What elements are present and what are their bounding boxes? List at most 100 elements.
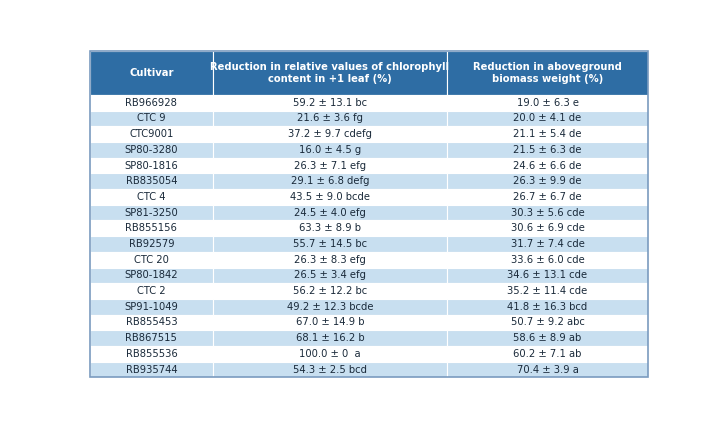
- Bar: [447, 315, 648, 330]
- Text: SP80-1842: SP80-1842: [125, 271, 178, 280]
- Text: RB966928: RB966928: [125, 98, 177, 108]
- Bar: [213, 95, 447, 111]
- Text: 24.5 ± 4.0 efg: 24.5 ± 4.0 efg: [294, 208, 366, 218]
- Text: 16.0 ± 4.5 g: 16.0 ± 4.5 g: [299, 145, 361, 155]
- Text: CTC 20: CTC 20: [134, 255, 168, 265]
- Bar: [447, 346, 648, 362]
- Bar: [90, 362, 213, 377]
- Bar: [213, 299, 447, 315]
- Text: 21.6 ± 3.6 fg: 21.6 ± 3.6 fg: [297, 114, 363, 123]
- Text: 31.7 ± 7.4 cde: 31.7 ± 7.4 cde: [510, 239, 585, 249]
- Bar: [90, 346, 213, 362]
- Bar: [213, 142, 447, 158]
- Bar: [213, 158, 447, 173]
- Text: 37.2 ± 9.7 cdefg: 37.2 ± 9.7 cdefg: [288, 129, 372, 139]
- Text: Cultivar: Cultivar: [129, 68, 174, 78]
- Text: 26.3 ± 8.3 efg: 26.3 ± 8.3 efg: [294, 255, 366, 265]
- Bar: [213, 189, 447, 205]
- Text: SP80-3280: SP80-3280: [125, 145, 178, 155]
- Bar: [90, 236, 213, 252]
- Bar: [447, 142, 648, 158]
- Bar: [213, 126, 447, 142]
- Bar: [447, 362, 648, 377]
- Bar: [213, 220, 447, 236]
- Text: 100.0 ± 0  a: 100.0 ± 0 a: [299, 349, 361, 359]
- Bar: [90, 158, 213, 173]
- Text: 26.3 ± 7.1 efg: 26.3 ± 7.1 efg: [294, 161, 366, 170]
- Bar: [90, 126, 213, 142]
- Bar: [447, 111, 648, 126]
- Bar: [213, 252, 447, 268]
- Text: 34.6 ± 13.1 cde: 34.6 ± 13.1 cde: [508, 271, 588, 280]
- Text: SP91-1049: SP91-1049: [125, 302, 179, 312]
- Bar: [213, 268, 447, 283]
- Bar: [90, 95, 213, 111]
- Bar: [447, 189, 648, 205]
- Bar: [213, 173, 447, 189]
- Text: CTC9001: CTC9001: [129, 129, 174, 139]
- Bar: [90, 268, 213, 283]
- Bar: [447, 268, 648, 283]
- Bar: [90, 252, 213, 268]
- Bar: [447, 220, 648, 236]
- Text: 55.7 ± 14.5 bc: 55.7 ± 14.5 bc: [293, 239, 367, 249]
- Text: SP80-1816: SP80-1816: [125, 161, 179, 170]
- Text: RB855536: RB855536: [125, 349, 177, 359]
- Text: 67.0 ± 14.9 b: 67.0 ± 14.9 b: [296, 318, 364, 327]
- Bar: [90, 330, 213, 346]
- Text: 50.7 ± 9.2 abc: 50.7 ± 9.2 abc: [510, 318, 585, 327]
- Text: RB855453: RB855453: [125, 318, 177, 327]
- Text: 60.2 ± 7.1 ab: 60.2 ± 7.1 ab: [513, 349, 582, 359]
- Text: SP81-3250: SP81-3250: [125, 208, 179, 218]
- Text: 43.5 ± 9.0 bcde: 43.5 ± 9.0 bcde: [290, 192, 370, 202]
- Bar: [447, 236, 648, 252]
- Text: Reduction in relative values of chlorophyll
content in +1 leaf (%): Reduction in relative values of chloroph…: [210, 62, 449, 84]
- Text: 30.6 ± 6.9 cde: 30.6 ± 6.9 cde: [510, 223, 585, 233]
- Text: Reduction in aboveground
biomass weight (%): Reduction in aboveground biomass weight …: [473, 62, 622, 84]
- Bar: [90, 205, 213, 220]
- Bar: [90, 315, 213, 330]
- Text: CTC 4: CTC 4: [137, 192, 166, 202]
- Text: 19.0 ± 6.3 e: 19.0 ± 6.3 e: [516, 98, 579, 108]
- Text: 54.3 ± 2.5 bcd: 54.3 ± 2.5 bcd: [293, 365, 367, 374]
- Text: CTC 9: CTC 9: [137, 114, 166, 123]
- Bar: [90, 220, 213, 236]
- Bar: [213, 236, 447, 252]
- Text: 33.6 ± 6.0 cde: 33.6 ± 6.0 cde: [510, 255, 585, 265]
- Text: 21.5 ± 6.3 de: 21.5 ± 6.3 de: [513, 145, 582, 155]
- Text: RB835054: RB835054: [125, 176, 177, 186]
- Bar: [90, 283, 213, 299]
- Text: 30.3 ± 5.6 cde: 30.3 ± 5.6 cde: [510, 208, 585, 218]
- Bar: [447, 126, 648, 142]
- Bar: [447, 173, 648, 189]
- Bar: [90, 173, 213, 189]
- Text: 68.1 ± 16.2 b: 68.1 ± 16.2 b: [296, 333, 364, 343]
- Bar: [447, 158, 648, 173]
- Text: RB855156: RB855156: [125, 223, 177, 233]
- Text: 24.6 ± 6.6 de: 24.6 ± 6.6 de: [513, 161, 582, 170]
- Text: 21.1 ± 5.4 de: 21.1 ± 5.4 de: [513, 129, 582, 139]
- Text: RB92579: RB92579: [129, 239, 174, 249]
- Text: 56.2 ± 12.2 bc: 56.2 ± 12.2 bc: [293, 286, 367, 296]
- Text: 41.8 ± 16.3 bcd: 41.8 ± 16.3 bcd: [508, 302, 588, 312]
- Bar: [90, 142, 213, 158]
- Text: 35.2 ± 11.4 cde: 35.2 ± 11.4 cde: [508, 286, 588, 296]
- Bar: [213, 330, 447, 346]
- Bar: [447, 299, 648, 315]
- Bar: [213, 51, 447, 95]
- Text: 26.5 ± 3.4 efg: 26.5 ± 3.4 efg: [294, 271, 366, 280]
- Text: 26.7 ± 6.7 de: 26.7 ± 6.7 de: [513, 192, 582, 202]
- Text: 63.3 ± 8.9 b: 63.3 ± 8.9 b: [299, 223, 361, 233]
- Text: RB935744: RB935744: [125, 365, 177, 374]
- Bar: [213, 283, 447, 299]
- Bar: [90, 189, 213, 205]
- Bar: [213, 111, 447, 126]
- Text: 58.6 ± 8.9 ab: 58.6 ± 8.9 ab: [513, 333, 582, 343]
- Text: 49.2 ± 12.3 bcde: 49.2 ± 12.3 bcde: [287, 302, 373, 312]
- Bar: [90, 299, 213, 315]
- Bar: [90, 111, 213, 126]
- Bar: [447, 205, 648, 220]
- Text: 20.0 ± 4.1 de: 20.0 ± 4.1 de: [513, 114, 582, 123]
- Bar: [447, 330, 648, 346]
- Text: 59.2 ± 13.1 bc: 59.2 ± 13.1 bc: [293, 98, 367, 108]
